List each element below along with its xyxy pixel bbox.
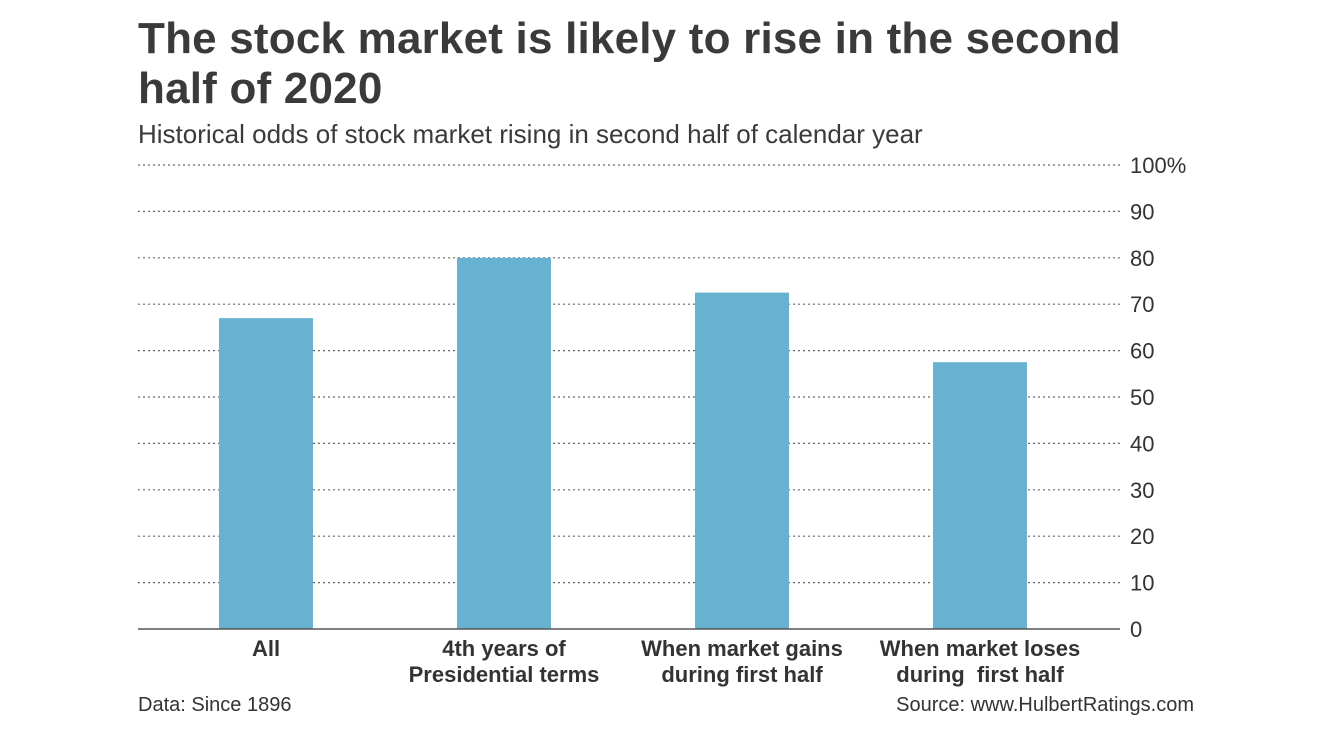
bar	[933, 362, 1027, 629]
y-tick-label: 30	[1130, 478, 1154, 503]
y-tick-label: 90	[1130, 199, 1154, 224]
y-tick-label: 100%	[1130, 153, 1186, 178]
category-label: 4th years of	[442, 636, 566, 661]
y-tick-label: 20	[1130, 524, 1154, 549]
bar	[695, 292, 789, 629]
category-label: Presidential terms	[409, 662, 600, 687]
category-label: When market gains	[641, 636, 843, 661]
bar	[457, 257, 551, 629]
source-credit: Source: www.HulbertRatings.com	[896, 694, 1194, 716]
y-tick-label: 40	[1130, 431, 1154, 456]
y-tick-label: 70	[1130, 292, 1154, 317]
chart-subtitle: Historical odds of stock market rising i…	[138, 119, 923, 149]
category-label: during first half	[661, 662, 823, 687]
y-tick-label: 60	[1130, 339, 1154, 364]
y-axis-tick-labels: 0 10 20 30 40 50 60 70 80 90 100%	[1130, 153, 1186, 642]
data-footnote: Data: Since 1896	[138, 694, 292, 716]
category-label: When market loses	[880, 636, 1081, 661]
bar	[219, 318, 313, 629]
bars	[219, 257, 1027, 629]
chart-title: The stock market is likely to rise in th…	[138, 14, 1121, 113]
category-label: All	[252, 636, 280, 661]
y-tick-label: 0	[1130, 617, 1142, 642]
y-tick-label: 50	[1130, 385, 1154, 410]
y-tick-label: 10	[1130, 571, 1154, 596]
gridlines	[138, 164, 1120, 584]
y-tick-label: 80	[1130, 246, 1154, 271]
category-label: during first half	[896, 662, 1064, 687]
